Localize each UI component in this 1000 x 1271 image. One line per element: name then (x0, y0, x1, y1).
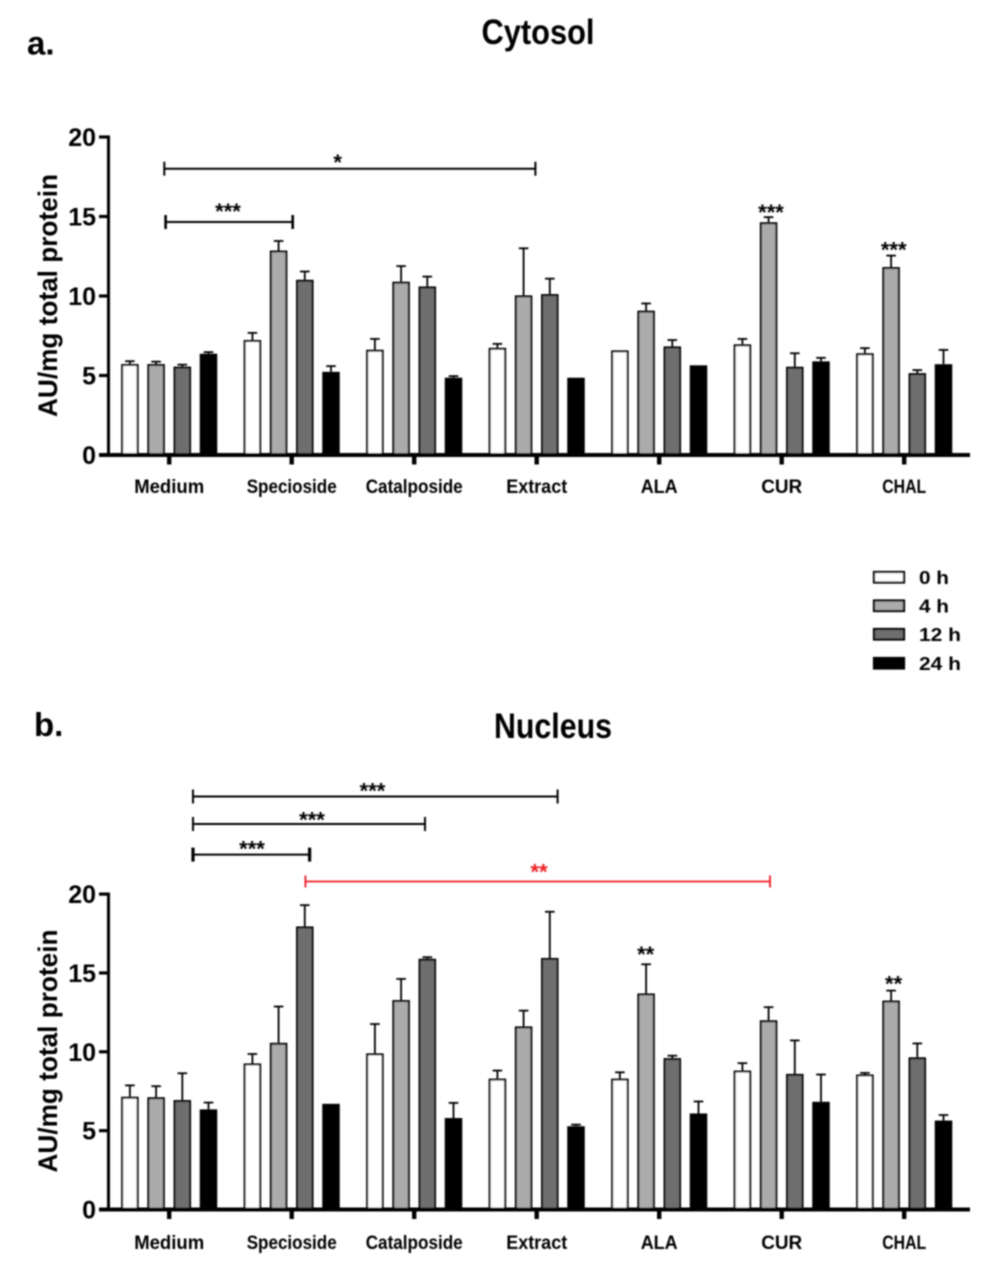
svg-text:4 h: 4 h (919, 596, 949, 616)
svg-text:Extract: Extract (506, 1233, 568, 1254)
svg-text:AU/mg total protein: AU/mg total protein (33, 930, 63, 1173)
svg-text:***: *** (239, 837, 265, 862)
svg-text:Nucleus: Nucleus (494, 707, 612, 746)
svg-text:**: ** (885, 972, 903, 997)
svg-text:0 h: 0 h (919, 568, 949, 588)
svg-text:Catalposide: Catalposide (366, 1233, 463, 1254)
svg-text:20: 20 (68, 124, 96, 152)
svg-text:***: *** (299, 808, 325, 833)
svg-text:Cytosol: Cytosol (482, 13, 595, 52)
svg-text:CUR: CUR (761, 477, 802, 498)
svg-text:***: *** (758, 200, 784, 225)
svg-text:b.: b. (34, 706, 63, 743)
svg-text:5: 5 (82, 363, 96, 391)
svg-text:AU/mg total protein: AU/mg total protein (33, 174, 63, 417)
svg-text:Medium: Medium (134, 1233, 204, 1254)
svg-text:CHAL: CHAL (882, 477, 926, 498)
svg-text:*: * (333, 150, 342, 175)
svg-text:24 h: 24 h (919, 654, 961, 674)
svg-text:10: 10 (68, 283, 96, 311)
svg-text:15: 15 (68, 960, 96, 988)
svg-text:***: *** (360, 779, 386, 804)
svg-text:a.: a. (27, 25, 55, 62)
svg-text:CHAL: CHAL (882, 1233, 926, 1254)
svg-text:Medium: Medium (134, 477, 204, 498)
svg-text:10: 10 (68, 1039, 96, 1067)
svg-text:Specioside: Specioside (247, 477, 337, 498)
svg-text:**: ** (637, 942, 655, 967)
svg-text:***: *** (215, 199, 241, 224)
svg-text:ALA: ALA (641, 1233, 678, 1254)
svg-text:12 h: 12 h (919, 625, 961, 645)
svg-text:0: 0 (82, 1197, 96, 1225)
svg-text:CUR: CUR (761, 1233, 802, 1254)
svg-text:***: *** (881, 238, 907, 263)
svg-text:Specioside: Specioside (247, 1233, 337, 1254)
svg-text:ALA: ALA (641, 477, 678, 498)
svg-text:20: 20 (68, 881, 96, 909)
svg-text:5: 5 (82, 1118, 96, 1146)
svg-text:0: 0 (82, 442, 96, 470)
svg-text:15: 15 (68, 204, 96, 232)
svg-text:**: ** (530, 860, 548, 885)
svg-text:Catalposide: Catalposide (366, 477, 463, 498)
svg-text:Extract: Extract (506, 477, 568, 498)
